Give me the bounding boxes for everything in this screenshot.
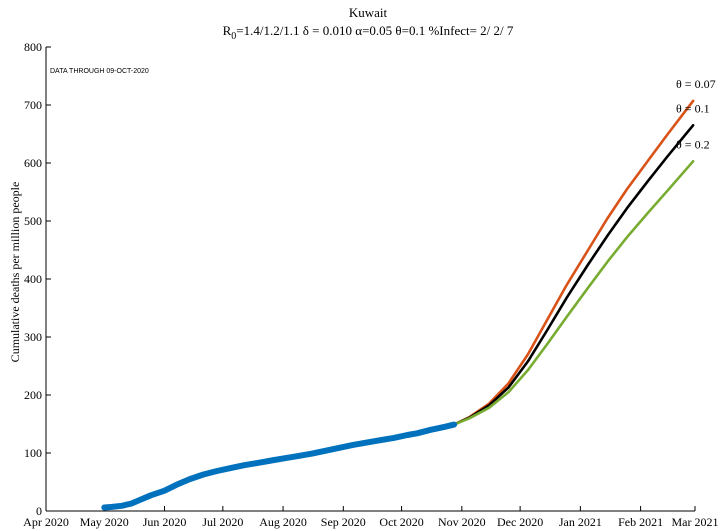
x-tick-label: May 2020 xyxy=(80,515,129,529)
y-axis-label: Cumulative deaths per million people xyxy=(8,182,22,363)
y-tick-label: 700 xyxy=(24,98,42,112)
x-tick-label: Jul 2020 xyxy=(202,515,243,529)
x-tick-label: Nov 2020 xyxy=(438,515,486,529)
chart-title: Kuwait xyxy=(349,5,388,20)
x-tick-label: Dec 2020 xyxy=(497,515,543,529)
series-end-label: θ = 0.1 xyxy=(676,101,710,115)
x-tick-label: Apr 2020 xyxy=(23,515,69,529)
observed-series-line xyxy=(101,421,458,511)
series-group xyxy=(101,99,695,511)
x-tick-label: Jan 2021 xyxy=(559,515,602,529)
x-tick-label: Feb 2021 xyxy=(618,515,663,529)
series-end-label: θ = 0.2 xyxy=(676,137,710,151)
series-labels: θ = 0.07 θ = 0.1 θ = 0.2 xyxy=(676,77,716,151)
subtitle-rest: =1.4/1.2/1.1 δ = 0.010 α=0.05 θ=0.1 %Inf… xyxy=(236,23,514,38)
x-tick-label: Mar 2021 xyxy=(672,515,719,529)
x-tick-label: Sep 2020 xyxy=(321,515,366,529)
y-tick-label: 200 xyxy=(24,388,42,402)
x-tick-label: Aug 2020 xyxy=(259,515,307,529)
y-tick-label: 800 xyxy=(24,40,42,54)
chart-subtitle: R0=1.4/1.2/1.1 δ = 0.010 α=0.05 θ=0.1 %I… xyxy=(223,23,514,42)
y-tick-label: 0 xyxy=(36,504,42,518)
series-end-label: θ = 0.07 xyxy=(676,77,716,91)
y-tick-label: 100 xyxy=(24,446,42,460)
subtitle-r: R xyxy=(223,23,232,38)
subtitle-r-sub: 0 xyxy=(231,31,236,42)
x-tick-label: Oct 2020 xyxy=(379,515,423,529)
x-tick-label: Jun 2020 xyxy=(143,515,187,529)
y-tick-label: 300 xyxy=(24,330,42,344)
data-through-note: DATA THROUGH 09-OCT-2020 xyxy=(50,68,149,75)
y-tick-label: 500 xyxy=(24,214,42,228)
projection-series-line xyxy=(452,124,695,426)
projection-series-line xyxy=(452,99,695,426)
projection-series-line xyxy=(452,160,695,426)
y-tick-label: 400 xyxy=(24,272,42,286)
axes: 0 100 200 300 400 500 600 700 800 Apr 2020 May 202… xyxy=(23,40,718,529)
y-tick-label: 600 xyxy=(24,156,42,170)
